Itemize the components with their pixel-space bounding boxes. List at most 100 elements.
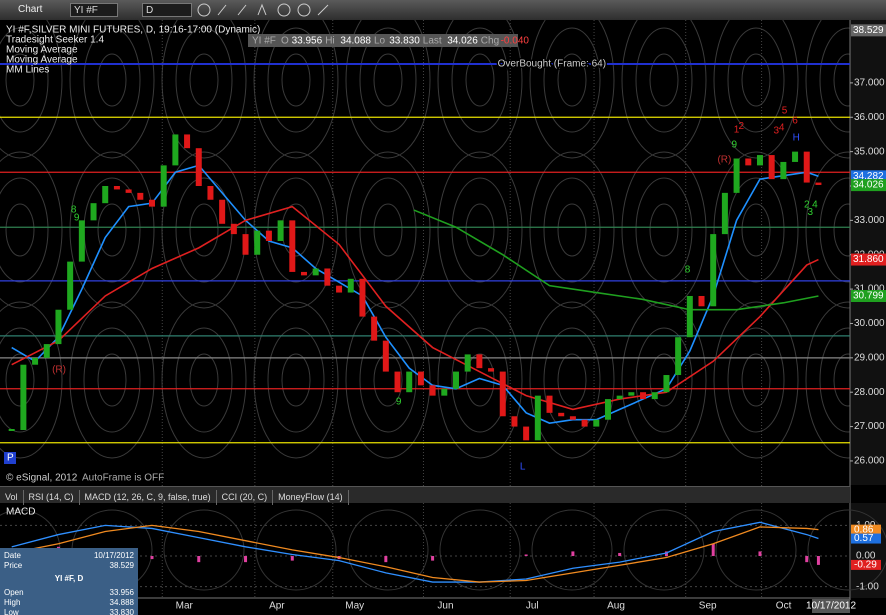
macd-tag-label: 0.86	[854, 524, 874, 535]
candle	[160, 165, 167, 207]
macd-line	[11, 521, 819, 583]
macd-tag	[851, 533, 881, 544]
mm-ring	[439, 509, 521, 591]
mm-ring	[189, 53, 219, 107]
mm-ring	[529, 301, 615, 459]
tab[interactable]: Vol	[0, 490, 24, 505]
refresh-icon[interactable]	[197, 3, 211, 17]
candle	[499, 371, 506, 417]
toolbar-icons	[197, 3, 329, 17]
erase-icon[interactable]	[317, 4, 329, 16]
mm-ring	[621, 301, 707, 459]
candle	[663, 375, 670, 393]
edit-icon[interactable]	[237, 4, 247, 16]
dw-value: 33.956	[109, 588, 134, 597]
mm-ring	[741, 203, 771, 257]
mm-ring	[727, 27, 785, 133]
mm-ring	[373, 203, 403, 257]
candle	[277, 220, 284, 241]
mm-ring	[635, 177, 693, 283]
mm-ring	[543, 27, 601, 133]
candle	[593, 419, 600, 427]
interval-input[interactable]: D	[142, 3, 192, 17]
candle	[464, 354, 471, 372]
seeker-count: (R)	[717, 155, 731, 166]
quote-field: 33.830	[389, 36, 420, 47]
symbol-input[interactable]: YI #F	[70, 3, 118, 17]
candle	[698, 295, 705, 307]
candle	[300, 271, 307, 276]
candle	[651, 392, 658, 400]
y-tick-label: 28.000	[854, 387, 885, 398]
mm-ring	[623, 509, 705, 591]
mm-ring	[189, 203, 219, 257]
price-tag	[851, 179, 886, 192]
seeker-count: L	[520, 461, 526, 472]
candle	[289, 220, 296, 272]
candle	[675, 337, 682, 376]
moving-average	[11, 205, 819, 411]
candle	[78, 220, 85, 262]
seeker-count: 4	[779, 123, 785, 134]
mm-ring	[359, 177, 417, 283]
candle	[265, 230, 272, 241]
toolbar: Chart YI #F D	[0, 0, 886, 20]
mm-ring	[267, 177, 325, 283]
tab[interactable]: MoneyFlow (14)	[273, 490, 349, 505]
date-box	[812, 599, 850, 613]
candle	[172, 134, 179, 166]
moving-average	[11, 164, 819, 424]
clock-icon[interactable]	[297, 3, 311, 17]
mm-ring	[649, 353, 679, 407]
mm-ring	[0, 327, 49, 433]
mm-ring	[345, 1, 431, 159]
mm-ring	[529, 151, 615, 309]
fib-icon[interactable]	[257, 3, 267, 16]
mm-ring	[713, 301, 799, 459]
price-tag-label: 34.282	[853, 171, 884, 182]
candle	[382, 340, 389, 372]
last-date: 10/17/2012	[806, 601, 856, 612]
quote-field: Hi	[325, 36, 334, 47]
x-tick-label: Jul	[526, 601, 539, 612]
candle	[511, 416, 518, 427]
candle	[429, 385, 436, 396]
y-tick-label: 31.000	[854, 284, 885, 295]
mm-ring	[451, 327, 509, 433]
seeker-count: H	[793, 133, 800, 144]
y-tick-label: 33.000	[854, 215, 885, 226]
quote-field: 33.956	[292, 36, 323, 47]
tab[interactable]: MACD (12, 26, C, 9, false, true)	[80, 490, 217, 505]
mm-ring	[267, 327, 325, 433]
candle	[581, 419, 588, 427]
mm-ring	[97, 53, 127, 107]
candle	[710, 234, 717, 307]
seeker-count: 2	[804, 200, 810, 211]
tab[interactable]: CCI (20, C)	[217, 490, 274, 505]
price-tag	[851, 253, 886, 266]
seeker-count: 9	[731, 139, 737, 150]
seeker-count: 3	[807, 207, 813, 218]
mm-ring	[175, 327, 233, 433]
candle	[137, 192, 144, 200]
mm-ring	[0, 151, 63, 309]
candle	[67, 261, 74, 310]
candle	[628, 392, 635, 396]
candle	[745, 158, 752, 166]
mm-ring	[253, 151, 339, 309]
candle	[254, 230, 261, 255]
tab[interactable]: RSI (14, C)	[24, 490, 80, 505]
overbought-label: OverBought (Frame: 64)	[498, 59, 606, 70]
mm-ring	[529, 1, 615, 159]
x-tick-label: May	[345, 601, 364, 612]
mm-ring	[543, 177, 601, 283]
play-icon[interactable]	[277, 3, 291, 17]
candle	[312, 268, 319, 276]
mm-ring	[649, 203, 679, 257]
draw-icon[interactable]	[217, 4, 227, 16]
mm-ring	[5, 353, 35, 407]
price-tag-label: 38.529	[853, 25, 884, 36]
mm-ring	[69, 151, 155, 309]
macd-tag-label: 0.57	[854, 533, 874, 544]
header-line: Moving Average	[6, 55, 78, 66]
